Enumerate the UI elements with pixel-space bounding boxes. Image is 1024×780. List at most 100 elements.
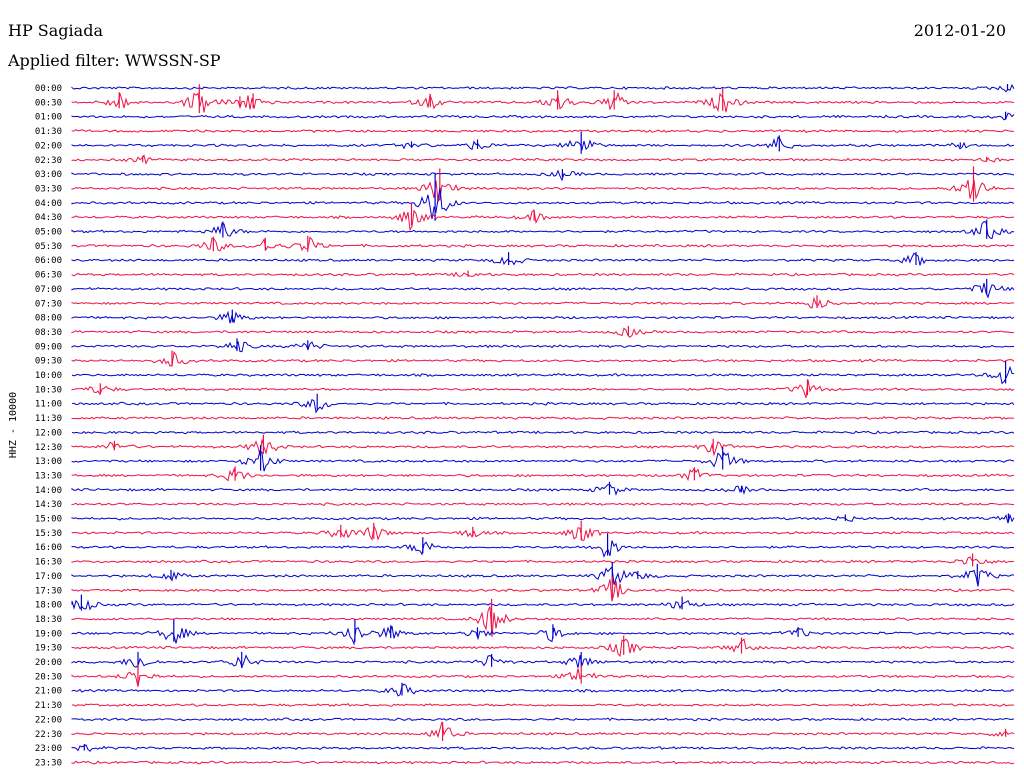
time-label: 21:00 bbox=[35, 687, 62, 697]
trace-line bbox=[71, 154, 1015, 165]
time-label: 06:30 bbox=[35, 271, 62, 281]
trace-line bbox=[71, 439, 1015, 457]
trace-line bbox=[71, 282, 1015, 299]
trace-line bbox=[71, 221, 1015, 240]
time-label: 01:00 bbox=[35, 113, 62, 123]
time-label: 03:00 bbox=[35, 170, 62, 180]
trace-line bbox=[71, 416, 1014, 420]
trace-line bbox=[71, 467, 1015, 482]
station-name: HP Sagiada bbox=[8, 21, 103, 40]
time-label-group: 00:00 00:30 01:00 01:30 02:00 02:30 03:00 03:30… bbox=[35, 84, 62, 768]
time-label: 22:00 bbox=[35, 715, 62, 725]
time-label: 17:00 bbox=[35, 572, 62, 582]
trace-line bbox=[71, 524, 1015, 541]
trace-line bbox=[71, 579, 1015, 602]
filter-label: Applied filter: WWSSN-SP bbox=[8, 51, 221, 70]
trace-line bbox=[71, 91, 1014, 113]
time-label: 10:00 bbox=[35, 371, 62, 381]
time-label: 21:30 bbox=[35, 701, 62, 711]
trace-line bbox=[71, 502, 1015, 507]
time-label: 20:00 bbox=[35, 658, 62, 668]
trace-line bbox=[71, 556, 1015, 565]
record-date: 2012-01-20 bbox=[913, 21, 1006, 40]
trace-line bbox=[71, 187, 1015, 219]
trace-line bbox=[71, 129, 1015, 133]
time-label: 12:00 bbox=[35, 428, 62, 438]
trace-line bbox=[71, 430, 1015, 435]
time-label: 00:00 bbox=[35, 84, 62, 94]
trace-line bbox=[71, 654, 1015, 669]
time-label: 16:30 bbox=[35, 558, 62, 568]
time-label: 07:30 bbox=[35, 299, 62, 309]
trace-line bbox=[71, 744, 1015, 752]
trace-line bbox=[71, 717, 1015, 722]
trace-line bbox=[71, 599, 1015, 611]
trace-line bbox=[71, 483, 1014, 496]
trace-line bbox=[71, 379, 1015, 399]
time-label: 12:30 bbox=[35, 443, 62, 453]
trace-line bbox=[71, 252, 1015, 266]
trace-line bbox=[71, 449, 1015, 472]
trace-group bbox=[71, 83, 1015, 765]
trace-line bbox=[71, 169, 1015, 182]
trace-line bbox=[71, 683, 1015, 697]
trace-line bbox=[71, 351, 1015, 367]
time-label: 23:30 bbox=[35, 758, 62, 768]
trace-line bbox=[71, 398, 1015, 414]
trace-line bbox=[71, 271, 1015, 278]
time-label: 00:30 bbox=[35, 98, 62, 108]
trace-line bbox=[71, 760, 1015, 765]
time-label: 06:00 bbox=[35, 256, 62, 266]
trace-line bbox=[71, 638, 1015, 658]
time-label: 04:30 bbox=[35, 213, 62, 223]
time-label: 14:00 bbox=[35, 486, 62, 496]
time-label: 09:00 bbox=[35, 342, 62, 352]
time-label: 14:30 bbox=[35, 500, 62, 510]
time-label: 19:00 bbox=[35, 629, 62, 639]
trace-line bbox=[71, 296, 1015, 309]
time-label: 05:30 bbox=[35, 242, 62, 252]
time-label: 08:00 bbox=[35, 314, 62, 324]
time-label: 02:30 bbox=[35, 156, 62, 166]
time-label: 10:30 bbox=[35, 385, 62, 395]
time-label: 11:30 bbox=[35, 414, 62, 424]
time-label: 16:00 bbox=[35, 543, 62, 553]
time-label: 22:30 bbox=[35, 730, 62, 740]
trace-line bbox=[71, 310, 1015, 324]
y-axis-label: HHZ - 10000 bbox=[8, 392, 19, 458]
time-label: 03:30 bbox=[35, 184, 62, 194]
time-label: 02:00 bbox=[35, 141, 62, 151]
trace-line bbox=[71, 236, 1015, 252]
trace-line bbox=[71, 668, 1015, 687]
trace-line bbox=[72, 703, 1015, 707]
trace-line bbox=[71, 327, 1015, 338]
trace-line bbox=[71, 179, 1015, 203]
time-label: 09:30 bbox=[35, 357, 62, 367]
time-label: 11:00 bbox=[35, 400, 62, 410]
time-label: 19:30 bbox=[35, 644, 62, 654]
time-label: 04:00 bbox=[35, 199, 62, 209]
trace-line bbox=[71, 565, 1015, 587]
time-label: 23:00 bbox=[35, 744, 62, 754]
trace-line bbox=[71, 513, 1015, 524]
time-label: 07:00 bbox=[35, 285, 62, 295]
trace-line bbox=[71, 721, 1015, 739]
trace-line bbox=[71, 136, 1015, 152]
trace-line bbox=[71, 341, 1014, 353]
time-label: 17:30 bbox=[35, 586, 62, 596]
time-label: 15:00 bbox=[35, 515, 62, 525]
trace-line bbox=[71, 625, 1015, 646]
time-label: 08:30 bbox=[35, 328, 62, 338]
time-label: 13:00 bbox=[35, 457, 62, 467]
time-label: 18:30 bbox=[35, 615, 62, 625]
time-label: 18:00 bbox=[35, 601, 62, 611]
trace-line bbox=[71, 112, 1015, 121]
trace-line bbox=[71, 209, 1015, 232]
time-label: 13:30 bbox=[35, 471, 62, 481]
trace-line bbox=[71, 365, 1015, 385]
time-label: 20:30 bbox=[35, 672, 62, 682]
trace-line bbox=[71, 83, 1015, 93]
trace-line bbox=[71, 606, 1015, 638]
time-label: 05:00 bbox=[35, 228, 62, 238]
